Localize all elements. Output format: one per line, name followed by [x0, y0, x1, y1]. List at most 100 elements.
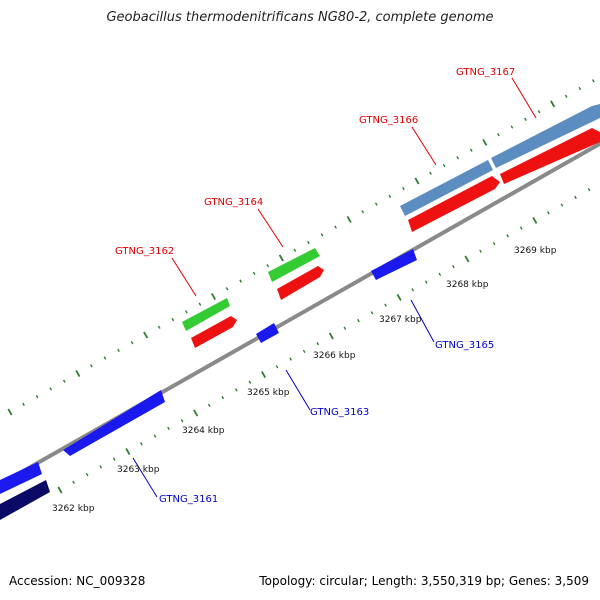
minor-tick [456, 156, 460, 160]
gene-arrow-3165-blue[interactable] [371, 249, 417, 280]
minor-tick [171, 317, 175, 322]
minor-tick [564, 94, 568, 98]
minor-tick [519, 226, 523, 230]
gene-label-3166[interactable]: GTNG_3166 [359, 115, 418, 126]
major-tick [482, 138, 488, 146]
minor-tick [90, 364, 93, 368]
minor-tick [361, 210, 365, 214]
minor-tick [384, 303, 387, 307]
gene-label-3167[interactable]: GTNG_3167 [456, 67, 515, 78]
minor-tick [289, 357, 292, 361]
scale-label-3264: 3264 kbp [182, 426, 225, 436]
scale-label-3263: 3263 kbp [117, 465, 160, 475]
minor-tick [370, 311, 374, 315]
major-tick [464, 255, 470, 263]
gene-arrow-3164-green[interactable] [268, 248, 320, 282]
leader-3162 [171, 257, 197, 297]
gene-label-3163[interactable]: GTNG_3163 [310, 407, 369, 418]
minor-tick [198, 302, 202, 306]
major-tick [57, 486, 63, 494]
leader-3164 [257, 208, 284, 248]
minor-tick [537, 109, 541, 114]
leader-3167 [511, 77, 537, 119]
leader-3161 [132, 457, 158, 498]
minor-tick [479, 249, 482, 253]
minor-tick [85, 472, 89, 477]
minor-tick [221, 395, 225, 400]
minor-tick [402, 186, 405, 191]
gene-label-3165[interactable]: GTNG_3165 [435, 340, 494, 351]
scale-label-3265: 3265 kbp [247, 388, 290, 398]
gene-arrow-3166-red[interactable] [408, 176, 500, 232]
gene-label-3164[interactable]: GTNG_3164 [204, 197, 263, 208]
minor-tick [492, 241, 496, 246]
gene-arrow-3163-blue[interactable] [256, 323, 279, 343]
major-tick [210, 292, 217, 300]
leader-3166 [411, 126, 437, 166]
gene-arrow-3167-steelblue[interactable] [491, 104, 600, 168]
gene-arrow-3166-steelblue[interactable] [400, 160, 493, 216]
major-tick [532, 216, 538, 224]
gene-arrow-3161-blue[interactable] [0, 462, 42, 494]
major-tick [414, 177, 420, 185]
major-tick [278, 254, 284, 262]
minor-tick [157, 325, 161, 329]
minor-tick [497, 133, 500, 137]
major-tick [328, 332, 334, 340]
minor-tick [153, 434, 157, 438]
minor-tick [293, 248, 297, 252]
gene-arrow-3164-red[interactable] [277, 266, 324, 300]
outer-tick-row [7, 79, 595, 416]
minor-tick [320, 233, 324, 237]
minor-tick [252, 271, 256, 276]
scale-label-3266: 3266 kbp [313, 351, 356, 361]
minor-tick [334, 225, 337, 229]
minor-tick [357, 318, 360, 323]
minor-tick [591, 79, 595, 83]
minor-tick [99, 465, 103, 469]
minor-tick [275, 365, 279, 369]
minor-tick [35, 394, 39, 399]
minor-tick [72, 480, 75, 484]
minor-tick [469, 148, 473, 152]
minor-tick [62, 379, 66, 383]
minor-tick [235, 388, 238, 392]
minor-tick [574, 195, 577, 199]
minor-tick [374, 202, 378, 206]
minor-tick [411, 288, 415, 292]
leader-3165 [410, 299, 435, 343]
minor-tick [167, 426, 170, 431]
minor-tick [578, 86, 582, 91]
gene-label-3162[interactable]: GTNG_3162 [115, 246, 174, 257]
map-title: Geobacillus thermodenitrificans NG80-2, … [106, 10, 494, 25]
scale-label-3268: 3268 kbp [446, 280, 489, 290]
minor-tick [130, 341, 134, 345]
accession-text: Accession: NC_009328 [9, 574, 146, 588]
minor-tick [429, 171, 432, 175]
genome-backbone [0, 141, 600, 487]
major-tick [125, 448, 131, 455]
gene-arrow-3161b-blue[interactable] [63, 390, 165, 456]
minor-tick [180, 419, 184, 423]
gene-arrow-3162-green[interactable] [182, 298, 230, 331]
scale-label-3269: 3269 kbp [514, 246, 557, 256]
major-tick [550, 100, 556, 108]
major-tick [193, 409, 199, 417]
major-tick [396, 293, 402, 301]
minor-tick [239, 279, 242, 283]
gene-label-3161[interactable]: GTNG_3161 [159, 494, 218, 505]
minor-tick [117, 348, 120, 353]
gene-arrow-3162-red[interactable] [191, 316, 237, 348]
scale-label-3262: 3262 kbp [52, 504, 95, 514]
leader-3163 [285, 369, 311, 411]
major-tick [75, 370, 81, 377]
minor-tick [547, 211, 550, 215]
major-tick [7, 408, 13, 416]
minor-tick [343, 326, 347, 330]
gene-arrow-3167-red[interactable] [500, 128, 600, 184]
scale-label-3267: 3267 kbp [379, 315, 422, 325]
minor-tick [560, 203, 564, 207]
gene-arrow-3161-navy[interactable] [0, 480, 50, 520]
major-tick [143, 331, 149, 339]
